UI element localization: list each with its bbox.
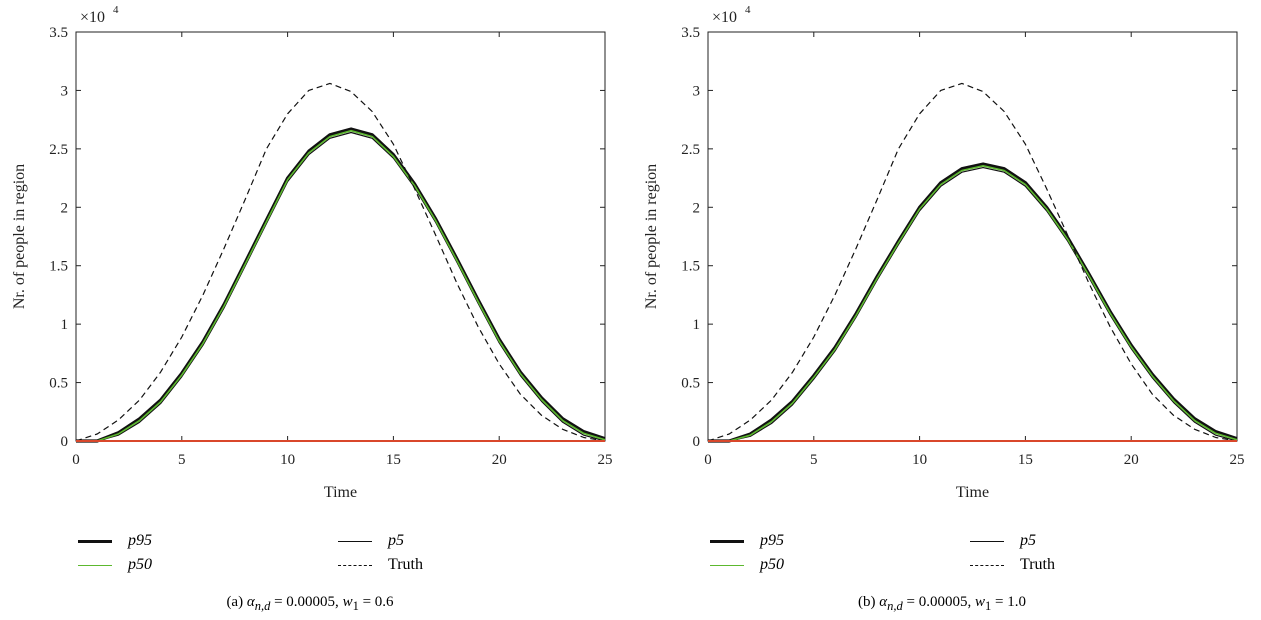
chart-panel-b: 0 5 10 15 20 25 0 0.5 1 1.5 2 2.5 3 3.5 Time Nr. of peo… [632,0,1252,620]
legend-item-p95: p95 [710,530,784,552]
caption-text-2: = 0.6 [358,594,394,610]
legend-swatch-p50 [78,564,112,566]
legend-label-p95: p95 [760,532,784,549]
series-line-p5 [708,167,1238,442]
legend-item-truth: Truth [338,554,423,576]
series-line-p5 [76,131,606,442]
y-tick-label: 2.5 [681,142,700,158]
caption-text-2: = 1.0 [991,594,1026,610]
caption-text-1: = 0.00005, [270,594,343,610]
legend-swatch-p50 [710,564,744,566]
legend-swatch-p95 [78,539,112,543]
x-tick-label: 10 [912,452,927,468]
chart-a-caption: (a) αn,d = 0.00005, w1 = 0.6 [0,594,620,614]
legend-label-p50: p50 [760,556,784,573]
caption-w: w [342,594,353,610]
chart-b-legend: p95 p50 p5 Truth [632,530,1252,582]
y-tick-label: 1.5 [49,259,68,275]
y-tick-label: 2.5 [49,142,68,158]
x-tick-label: 15 [1018,452,1033,468]
x-tick-label: 0 [704,452,712,468]
legend-label-p5: p5 [1020,532,1036,549]
legend-swatch-p5 [970,540,1004,542]
y-multiplier: ×10 [80,9,105,26]
chart-a-legend: p95 p50 p5 Truth [0,530,620,582]
legend-item-p5: p5 [970,530,1036,552]
legend-label-truth: Truth [388,556,423,573]
legend-swatch-truth [970,564,1004,566]
chart-b-caption: (b) αn,d = 0.00005, w1 = 1.0 [632,594,1252,614]
x-tick-label: 20 [492,452,507,468]
y-multiplier-exp: 4 [113,4,119,16]
x-tick-label: 5 [178,452,186,468]
x-tick-label: 20 [1124,452,1139,468]
y-tick-label: 3.5 [49,25,68,41]
legend-item-p50: p50 [78,554,152,576]
series-line-p50 [76,129,606,442]
y-axis-label: Nr. of people in region [643,164,660,309]
legend-label-p50: p50 [128,556,152,573]
x-tick-label: 15 [386,452,401,468]
y-tick-label: 0 [61,434,69,450]
series-line-truth [707,82,1238,442]
x-tick-label: 10 [280,452,295,468]
legend-item-p5: p5 [338,530,404,552]
legend-swatch-p95 [710,539,744,543]
y-multiplier-exp: 4 [745,4,751,16]
caption-prefix: (a) [226,594,244,610]
series-line-p95 [76,127,606,443]
legend-item-p95: p95 [78,530,152,552]
y-tick-label: 0.5 [681,376,700,392]
caption-alpha: α [879,594,888,610]
y-tick-label: 3.5 [681,25,700,41]
y-tick-label: 1 [61,317,69,333]
y-tick-label: 3 [61,83,69,99]
legend-label-p5: p5 [388,532,404,549]
legend-swatch-truth [338,564,372,566]
y-tick-label: 1 [693,317,701,333]
x-axis-label: Time [324,484,357,501]
caption-w-sub: 1 [985,599,992,613]
y-tick-label: 0.5 [49,376,68,392]
legend-label-p95: p95 [128,532,152,549]
y-multiplier: ×10 [712,9,737,26]
x-axis-label: Time [956,484,989,501]
legend-label-truth: Truth [1020,556,1055,573]
x-tick-label: 25 [1230,452,1245,468]
series-line-p50 [708,165,1238,442]
y-axis-label: Nr. of people in region [11,164,28,309]
caption-alpha-sub: n,d [887,599,903,613]
x-tick-label: 5 [810,452,818,468]
caption-text-1: = 0.00005, [902,594,975,610]
legend-swatch-p5 [338,540,372,542]
series-line-p95 [708,162,1238,443]
y-tick-label: 1.5 [681,259,700,275]
legend-item-p50: p50 [710,554,784,576]
series-line-truth [75,82,606,442]
x-tick-label: 0 [72,452,80,468]
caption-alpha: α [246,594,255,610]
y-tick-label: 2 [61,200,69,216]
caption-prefix: (b) [858,594,876,610]
y-tick-label: 3 [693,83,701,99]
caption-w: w [974,594,985,610]
y-tick-label: 0 [693,434,701,450]
chart-panel-a: 0 5 10 15 20 25 0 0.5 1 1.5 2 2.5 3 3.5 Time Nr. of peo… [0,0,620,620]
chart-b-plot: 0 5 10 15 20 25 0 0.5 1 1.5 2 2.5 3 3.5 Time Nr. of peo… [643,4,1245,501]
x-tick-label: 25 [598,452,613,468]
caption-alpha-sub: n,d [254,599,271,613]
chart-a-plot: 0 5 10 15 20 25 0 0.5 1 1.5 2 2.5 3 3.5 Time Nr. of peo… [11,4,613,501]
y-tick-label: 2 [693,200,701,216]
legend-item-truth: Truth [970,554,1055,576]
caption-w-sub: 1 [352,599,359,613]
